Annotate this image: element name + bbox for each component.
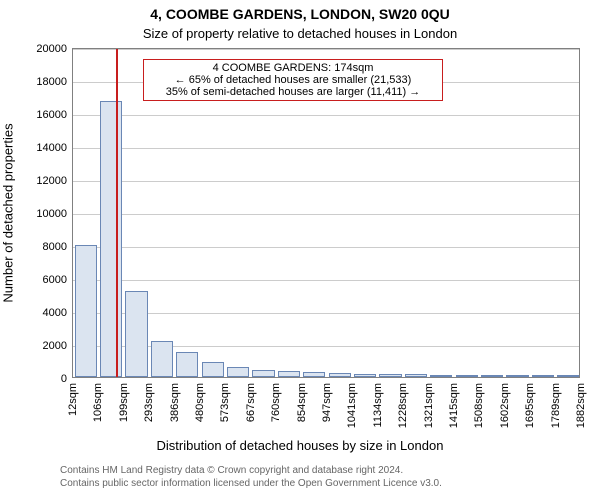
histogram-bar (278, 371, 300, 377)
gridline-horizontal (73, 313, 579, 314)
histogram-bar (75, 245, 97, 377)
x-tick-label: 1415sqm (448, 383, 460, 428)
x-tick-label: 1695sqm (524, 383, 536, 428)
histogram-bar (506, 375, 528, 377)
plot-area: 0200040006000800010000120001400016000180… (72, 48, 580, 378)
histogram-bar (303, 372, 325, 377)
x-tick-label: 1508sqm (473, 383, 485, 428)
y-tick-label: 16000 (36, 109, 73, 121)
x-tick-label: 480sqm (194, 383, 206, 422)
chart-container: 4, COOMBE GARDENS, LONDON, SW20 0QU Size… (0, 0, 600, 500)
histogram-bar (100, 101, 122, 377)
histogram-bar (532, 375, 554, 377)
x-tick-label: 12sqm (67, 383, 79, 416)
y-tick-label: 12000 (36, 175, 73, 187)
y-tick-label: 20000 (36, 43, 73, 55)
gridline-horizontal (73, 181, 579, 182)
gridline-horizontal (73, 346, 579, 347)
gridline-horizontal (73, 49, 579, 50)
footer-notice: Contains HM Land Registry data © Crown c… (60, 465, 588, 490)
x-tick-label: 1228sqm (397, 383, 409, 428)
x-tick-label: 386sqm (169, 383, 181, 422)
histogram-bar (481, 375, 503, 377)
annotation-line: 4 COOMBE GARDENS: 174sqm (148, 62, 438, 74)
x-axis-label: Distribution of detached houses by size … (0, 438, 600, 453)
x-tick-label: 1789sqm (550, 383, 562, 428)
histogram-bar (252, 370, 274, 377)
footer-line: Contains HM Land Registry data © Crown c… (60, 465, 588, 478)
y-tick-label: 6000 (43, 274, 73, 286)
chart-title: Size of property relative to detached ho… (0, 26, 600, 41)
histogram-bar (176, 352, 198, 377)
histogram-bar (379, 374, 401, 377)
y-tick-label: 2000 (43, 340, 73, 352)
x-tick-label: 573sqm (219, 383, 231, 422)
annotation-line: ← 65% of detached houses are smaller (21… (148, 74, 438, 86)
x-tick-label: 1041sqm (346, 383, 358, 428)
y-tick-label: 4000 (43, 307, 73, 319)
x-tick-label: 106sqm (92, 383, 104, 422)
chart-supertitle: 4, COOMBE GARDENS, LONDON, SW20 0QU (0, 6, 600, 22)
highlight-line (116, 49, 118, 377)
x-tick-label: 667sqm (245, 383, 257, 422)
footer-line: Contains public sector information licen… (60, 478, 588, 491)
histogram-bar (430, 375, 452, 377)
histogram-bar (125, 291, 147, 377)
histogram-bar (227, 367, 249, 377)
histogram-bar (202, 362, 224, 377)
histogram-bar (405, 374, 427, 377)
histogram-bar (329, 373, 351, 377)
x-tick-label: 293sqm (143, 383, 155, 422)
x-tick-label: 199sqm (118, 383, 130, 422)
gridline-horizontal (73, 247, 579, 248)
x-tick-label: 854sqm (296, 383, 308, 422)
x-tick-label: 1602sqm (499, 383, 511, 428)
annotation-line: 35% of semi-detached houses are larger (… (148, 86, 438, 98)
gridline-horizontal (73, 280, 579, 281)
histogram-bar (151, 341, 173, 377)
histogram-bar (354, 374, 376, 377)
histogram-bar (557, 375, 579, 377)
x-tick-label: 760sqm (270, 383, 282, 422)
y-tick-label: 14000 (36, 142, 73, 154)
gridline-horizontal (73, 148, 579, 149)
x-tick-label: 1321sqm (423, 383, 435, 428)
gridline-horizontal (73, 115, 579, 116)
y-tick-label: 18000 (36, 76, 73, 88)
x-tick-label: 947sqm (321, 383, 333, 422)
y-axis-label: Number of detached properties (1, 123, 16, 302)
y-tick-label: 8000 (43, 241, 73, 253)
gridline-horizontal (73, 214, 579, 215)
annotation-box: 4 COOMBE GARDENS: 174sqm← 65% of detache… (143, 59, 443, 101)
y-tick-label: 10000 (36, 208, 73, 220)
histogram-bar (456, 375, 478, 377)
x-tick-label: 1882sqm (575, 383, 587, 428)
x-tick-label: 1134sqm (372, 383, 384, 427)
